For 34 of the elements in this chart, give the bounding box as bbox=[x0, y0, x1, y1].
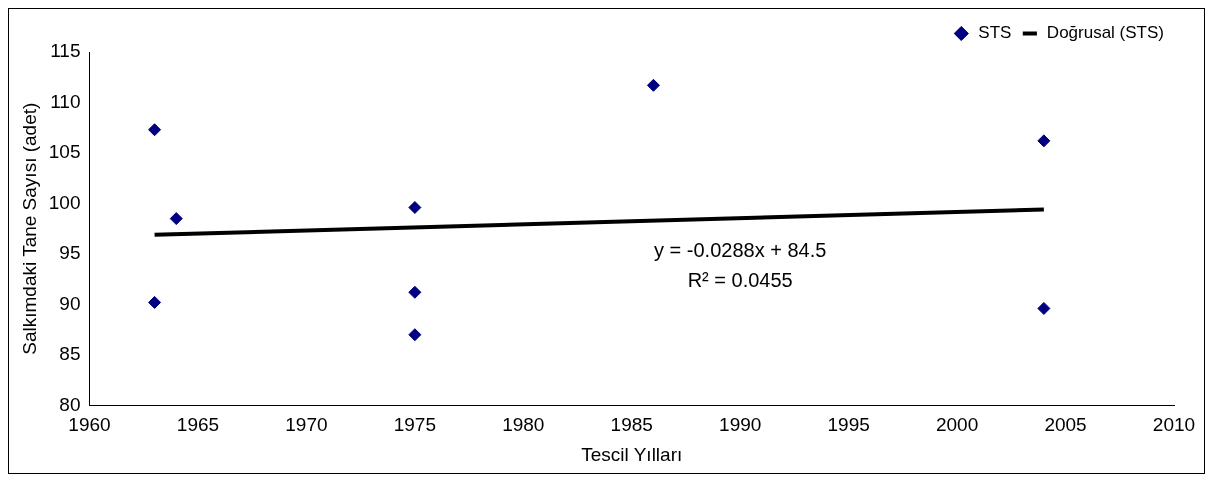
point bbox=[646, 78, 660, 92]
y-tick-label: 100 bbox=[48, 191, 81, 213]
point bbox=[1037, 134, 1051, 148]
x-tick-label: 2010 bbox=[1152, 414, 1196, 436]
y-tick-label: 110 bbox=[50, 90, 81, 112]
point bbox=[148, 295, 162, 309]
x-tick-label: 1975 bbox=[393, 414, 436, 436]
legend-label: STS bbox=[978, 23, 1012, 43]
x-tick-label: 1960 bbox=[68, 414, 111, 436]
x-tick-label: 1965 bbox=[176, 414, 220, 436]
point bbox=[1037, 301, 1051, 315]
x-axis-title: Tescil Yılları bbox=[581, 443, 683, 465]
y-tick-label: 80 bbox=[59, 393, 81, 415]
y-tick-label: 105 bbox=[48, 141, 81, 163]
point bbox=[408, 328, 422, 342]
annotation: R² = 0.0455 bbox=[687, 269, 793, 292]
y-tick-label: 95 bbox=[59, 242, 81, 264]
point bbox=[408, 201, 422, 214]
y-axis-title: Salkımdaki Tane Sayısı (adet) bbox=[18, 102, 40, 355]
y-tick-label: 115 bbox=[50, 40, 81, 62]
x-tick-label: 1990 bbox=[719, 414, 762, 436]
x-tick-label: 1995 bbox=[827, 414, 870, 436]
x-tick-label: 2005 bbox=[1044, 414, 1087, 436]
y-tick-label: 90 bbox=[59, 292, 81, 314]
point bbox=[408, 285, 422, 299]
x-tick-label: 1980 bbox=[502, 414, 545, 436]
point bbox=[148, 123, 162, 137]
legend-label: Doğrusal (STS) bbox=[1046, 23, 1164, 43]
x-tick-label: 2000 bbox=[935, 414, 979, 436]
y-tick-label: 85 bbox=[59, 343, 81, 365]
point bbox=[169, 212, 183, 226]
x-tick-label: 1985 bbox=[610, 414, 653, 436]
annotation: y = -0.0288x + 84.5 bbox=[654, 239, 827, 262]
x-tick-label: 1970 bbox=[285, 414, 328, 436]
